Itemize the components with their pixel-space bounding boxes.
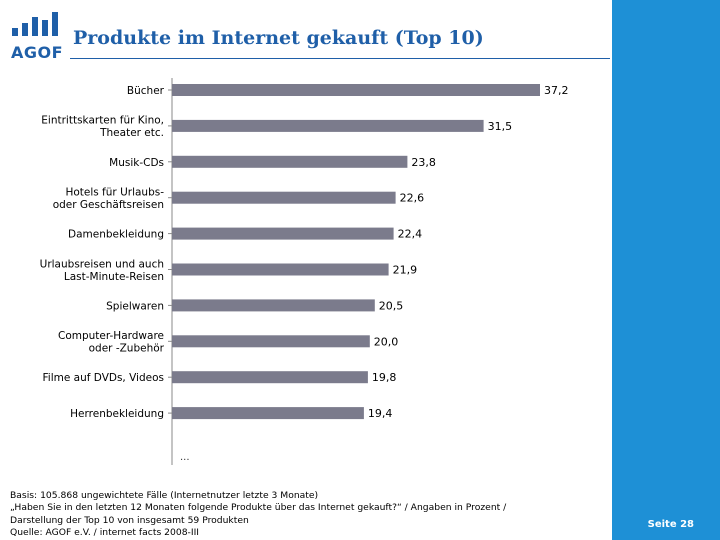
footnote: Basis: 105.868 ungewichtete Fälle (Inter… — [10, 490, 600, 539]
category-label: Damenbekleidung — [68, 229, 164, 241]
bar — [172, 263, 389, 276]
bar — [172, 191, 396, 204]
value-label: 37,2 — [544, 84, 569, 97]
bar — [172, 84, 540, 96]
category-label: Spielwaren — [106, 300, 164, 312]
bar — [172, 155, 408, 168]
value-label: 19,8 — [372, 371, 397, 384]
value-label: 23,8 — [411, 156, 436, 169]
value-label: 19,4 — [368, 407, 393, 420]
category-label: Urlaubsreisen und auch Last-Minute-Reisen — [40, 258, 164, 283]
category-label: Filme auf DVDs, Videos — [43, 372, 164, 384]
category-label: Herrenbekleidung — [70, 408, 164, 420]
title-divider — [70, 58, 610, 59]
logo-bar — [12, 28, 18, 36]
value-label: 20,5 — [379, 299, 404, 312]
bar — [172, 371, 368, 384]
footnote-base: Basis: 105.868 ungewichtete Fälle (Inter… — [10, 490, 319, 501]
value-label: 22,6 — [400, 192, 425, 205]
logo-bar — [22, 23, 28, 36]
agof-logo: AGOF — [10, 10, 66, 62]
bar — [172, 335, 370, 348]
side-panel — [612, 0, 720, 540]
category-label: Bücher — [127, 85, 165, 97]
category-label: Computer-Hardware oder -Zubehör — [58, 330, 165, 355]
value-label: 21,9 — [393, 264, 418, 277]
category-label: Hotels für Urlaubs-oder Geschäftsreisen — [53, 186, 164, 211]
bar — [172, 299, 375, 312]
value-label: 20,0 — [374, 335, 399, 348]
value-label: 22,4 — [398, 228, 423, 241]
bar — [172, 119, 484, 132]
category-label: Musik-CDs — [109, 157, 164, 169]
bar — [172, 407, 364, 420]
page-number: Seite 28 — [647, 519, 694, 530]
continuation-marker: ... — [180, 452, 190, 463]
bar-chart: 37,2 Bücher 31,5 Eintrittskarten für Kino, T… — [40, 78, 569, 465]
logo-text: AGOF — [11, 43, 64, 62]
footnote-question: „Haben Sie in den letzten 12 Monaten fol… — [10, 502, 507, 514]
logo-bar — [52, 12, 58, 36]
value-label: 31,5 — [488, 120, 512, 133]
category-label: Eintrittskarten für Kino, Theater etc. — [41, 115, 164, 140]
logo-bar — [42, 20, 48, 36]
page-title: Produkte im Internet gekauft (Top 10) — [73, 27, 484, 49]
logo-bar — [32, 17, 38, 36]
footnote-source: Quelle: AGOF e.V. / internet facts 2008-… — [10, 526, 199, 538]
bar — [172, 227, 394, 240]
footnote-scope: Darstellung der Top 10 von insgesamt 59 … — [10, 514, 249, 526]
